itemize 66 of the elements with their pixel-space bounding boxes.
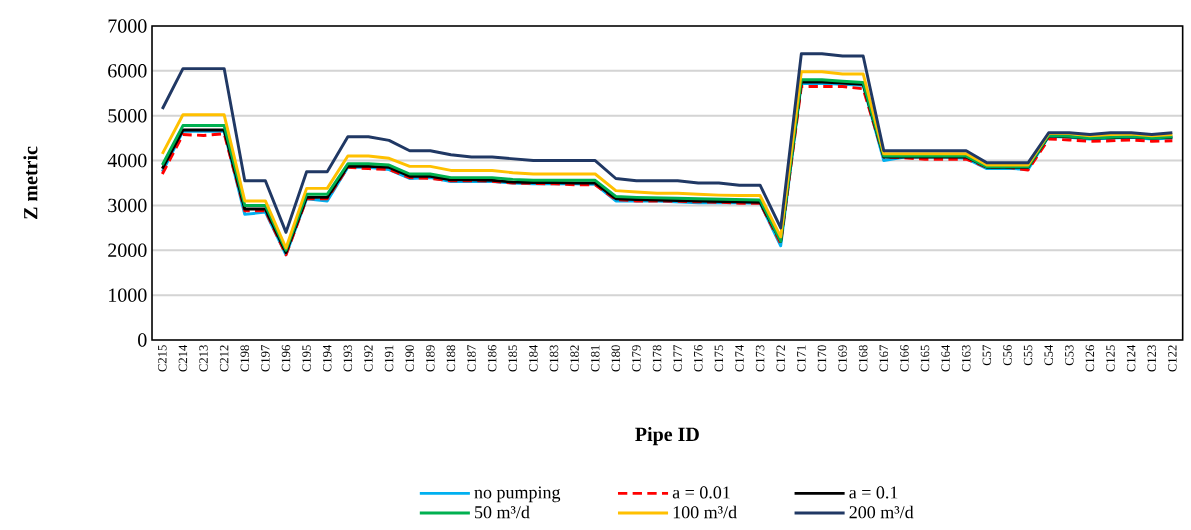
- x-tick-label: C214: [178, 344, 188, 372]
- x-tick-label: C171: [797, 345, 806, 372]
- x-tick-label: C54: [1044, 344, 1053, 366]
- x-tick-label: C169: [838, 345, 847, 372]
- x-tick-label: C181: [590, 345, 600, 372]
- x-tick-label: C163: [961, 345, 971, 372]
- x-tick-label: C188: [446, 345, 456, 372]
- x-tick-label: C189: [426, 345, 435, 372]
- x-tick-label: C180: [611, 345, 621, 372]
- x-tick-label: C196: [281, 345, 291, 372]
- y-tick-label: 0: [138, 333, 147, 347]
- x-tick-label: C195: [302, 345, 311, 372]
- x-tick-label: C168: [858, 345, 868, 372]
- x-tick-label: C56: [1003, 345, 1012, 366]
- y-tick-label: 2000: [108, 243, 147, 258]
- legend-label: 200 m³/d: [849, 505, 914, 519]
- x-tick-label: C179: [632, 345, 641, 372]
- x-tick-label: C170: [817, 345, 827, 372]
- x-tick-label: C187: [467, 345, 476, 372]
- x-tick-label: C172: [776, 345, 785, 372]
- x-tick-label: C186: [487, 345, 497, 372]
- x-tick-label: C191: [384, 345, 394, 372]
- legend-label: 50 m³/d: [475, 505, 530, 519]
- x-tick-label: C197: [261, 345, 270, 372]
- x-tick-label: C174: [735, 344, 744, 372]
- y-tick-label: 5000: [108, 108, 147, 123]
- legend-label: a = 0.01: [672, 486, 730, 499]
- x-tick-label: C198: [240, 345, 250, 372]
- y-tick-label: 3000: [108, 198, 147, 213]
- x-tick-label: C123: [1147, 345, 1156, 372]
- x-tick-label: C194: [322, 344, 332, 372]
- x-tick-label: C125: [1106, 345, 1115, 372]
- x-tick-label: C184: [529, 344, 538, 372]
- x-tick-label: C55: [1023, 345, 1033, 366]
- y-tick-label: 1000: [109, 288, 147, 302]
- x-tick-label: C176: [694, 345, 703, 372]
- x-tick-label: C167: [879, 345, 889, 372]
- x-tick-label: C192: [364, 345, 373, 372]
- legend-label: no pumping: [474, 486, 561, 503]
- y-tick-label: 7000: [108, 19, 147, 33]
- y-tick-label: 4000: [107, 153, 147, 168]
- x-tick-label: C215: [158, 345, 167, 372]
- x-tick-label: C173: [755, 345, 765, 372]
- x-tick-label: C122: [1168, 345, 1177, 372]
- x-tick-label: C212: [219, 345, 229, 372]
- y-tick-label: 6000: [108, 64, 147, 78]
- x-tick-label: C177: [673, 345, 682, 372]
- x-tick-label: C57: [982, 345, 992, 366]
- y-axis-title: Z metric: [23, 146, 38, 219]
- x-tick-label: C53: [1065, 345, 1074, 366]
- legend-label: 100 m³/d: [673, 505, 737, 519]
- x-tick-label: C190: [405, 345, 414, 372]
- x-tick-label: C178: [652, 345, 662, 372]
- x-tick-label: C166: [900, 345, 909, 372]
- x-tick-label: C124: [1126, 344, 1136, 372]
- x-tick-label: C182: [570, 345, 579, 372]
- x-tick-label: C213: [199, 345, 208, 372]
- x-tick-label: C164: [941, 344, 950, 372]
- x-tick-label: C165: [920, 345, 930, 372]
- x-tick-label: C126: [1085, 345, 1095, 372]
- legend-label: a = 0.1: [849, 486, 898, 499]
- x-axis-title: Pipe ID: [635, 427, 699, 446]
- x-tick-label: C175: [714, 345, 724, 372]
- x-tick-label: C183: [549, 345, 559, 372]
- x-tick-label: C193: [343, 345, 353, 372]
- x-tick-label: C185: [508, 345, 518, 372]
